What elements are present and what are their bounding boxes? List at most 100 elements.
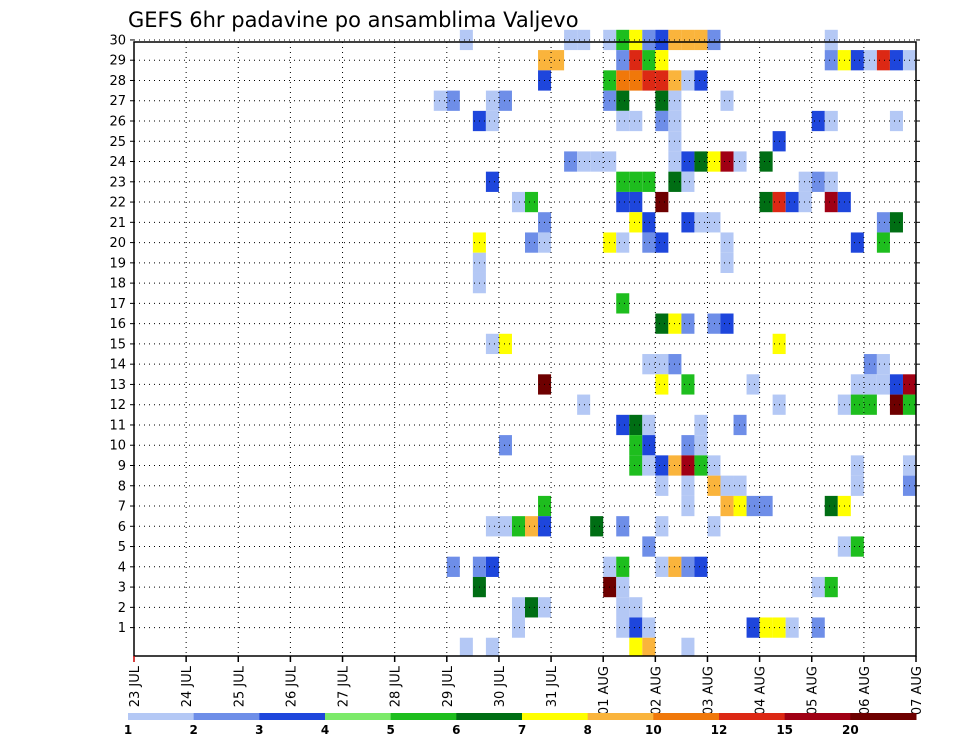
heatmap-cell xyxy=(616,597,630,618)
legend-swatch xyxy=(850,713,917,720)
heatmap-cell xyxy=(681,70,695,91)
x-tick-label: 05 AUG xyxy=(806,666,821,715)
x-tick-label: 02 AUG xyxy=(649,666,664,715)
heatmap-cell xyxy=(446,90,460,111)
heatmap-cell xyxy=(694,414,708,436)
legend-label: 1 xyxy=(124,723,132,737)
heatmap-cell xyxy=(707,516,721,537)
heatmap-cell xyxy=(681,556,695,577)
x-tick-label: 03 AUG xyxy=(701,666,716,715)
heatmap-cell xyxy=(629,617,643,638)
legend-label: 6 xyxy=(452,723,460,737)
heatmap-cell xyxy=(707,212,721,233)
x-tick-label: 25 JUL xyxy=(232,665,247,707)
y-tick-label: 10 xyxy=(109,439,126,454)
heatmap-cell xyxy=(681,313,695,334)
heatmap-cell xyxy=(551,50,565,71)
heatmap-cell xyxy=(850,536,864,557)
heatmap-cell xyxy=(720,495,734,517)
y-axis: 1234567891011121314151617181920212223242… xyxy=(109,33,920,636)
heatmap-cell xyxy=(616,90,630,111)
x-axis: 23 JUL 24 JUL 25 JUL 26 JUL 27 JUL 28 JUL 29 J… xyxy=(128,656,925,715)
heatmap-cell xyxy=(889,394,903,415)
heatmap-cell xyxy=(681,455,695,476)
heatmap-cell xyxy=(876,212,890,233)
heatmap-cell xyxy=(642,29,656,51)
heatmap-cell xyxy=(694,70,708,91)
heatmap-cell xyxy=(876,232,890,253)
heatmap-cell xyxy=(824,495,838,517)
heatmap-cell xyxy=(694,212,708,233)
heatmap-cell xyxy=(759,617,773,638)
heatmap-cell xyxy=(759,495,773,517)
legend-label: 7 xyxy=(518,723,526,737)
heatmap-cell xyxy=(564,151,578,172)
heatmap-cell xyxy=(629,29,643,51)
heatmap-cell xyxy=(629,435,643,456)
heatmap-cell xyxy=(485,171,499,192)
heatmap-cell xyxy=(824,576,838,598)
heatmap-cell xyxy=(707,29,721,51)
heatmap-cell xyxy=(655,110,669,132)
heatmap-cell xyxy=(616,293,630,314)
heatmap-cell xyxy=(655,313,669,334)
heatmap-cell xyxy=(629,110,643,132)
heatmap-cell xyxy=(746,374,760,395)
legend-swatch xyxy=(587,713,654,720)
heatmap-cell xyxy=(681,637,695,656)
legend-swatch xyxy=(390,713,457,720)
y-tick-label: 16 xyxy=(109,317,126,332)
y-tick-label: 12 xyxy=(109,398,126,413)
heatmap-cell xyxy=(694,455,708,476)
y-tick-label: 13 xyxy=(109,378,126,393)
heatmap-cell xyxy=(616,191,630,213)
heatmap-cell xyxy=(616,516,630,537)
y-tick-label: 2 xyxy=(118,601,126,616)
legend-label: 2 xyxy=(189,723,197,737)
heatmap-cell xyxy=(681,212,695,233)
heatmap-cell xyxy=(889,110,903,132)
heatmap-cell xyxy=(511,597,525,618)
heatmap-cell xyxy=(850,455,864,476)
heatmap-cell xyxy=(629,70,643,91)
heatmap-cell xyxy=(655,191,669,213)
heatmap-cell xyxy=(720,232,734,253)
legend-swatch xyxy=(325,713,392,720)
heatmap-cell xyxy=(733,414,747,436)
heatmap-cell xyxy=(616,576,630,598)
y-tick-label: 19 xyxy=(109,256,126,271)
y-tick-label: 25 xyxy=(109,135,126,150)
heatmap-cell xyxy=(642,435,656,456)
x-tick-label: 31 JUL xyxy=(545,665,560,707)
x-tick-label: 23 JUL xyxy=(128,665,143,707)
heatmap-cell xyxy=(694,29,708,51)
y-tick-label: 24 xyxy=(109,155,126,170)
heatmap-cell xyxy=(616,232,630,253)
heatmap-cell xyxy=(863,374,877,395)
y-tick-label: 30 xyxy=(109,33,126,48)
heatmap-cell xyxy=(485,333,499,355)
heatmap-cell xyxy=(863,354,877,375)
y-tick-label: 11 xyxy=(109,418,126,433)
heatmap-cell xyxy=(850,232,864,253)
heatmap-cell xyxy=(694,556,708,577)
y-tick-label: 17 xyxy=(109,297,126,312)
heatmap-cell xyxy=(785,617,799,638)
heatmap-cell xyxy=(485,516,499,537)
heatmap-cell xyxy=(720,90,734,111)
heatmap-cell xyxy=(811,110,825,132)
legend-swatch xyxy=(259,713,326,720)
heatmap-cell xyxy=(511,516,525,537)
heatmap-cell xyxy=(498,90,512,111)
y-tick-label: 28 xyxy=(109,74,126,89)
heatmap-cell xyxy=(746,617,760,638)
heatmap-cell xyxy=(485,110,499,132)
heatmap-cell xyxy=(616,556,630,577)
y-tick-label: 3 xyxy=(118,581,126,596)
heatmap-cell xyxy=(629,637,643,656)
chart-title: GEFS 6hr padavine po ansamblima Valjevo xyxy=(128,8,579,32)
heatmap-cell xyxy=(707,313,721,334)
heatmap-cell xyxy=(850,50,864,71)
x-tick-label: 04 AUG xyxy=(754,666,769,715)
